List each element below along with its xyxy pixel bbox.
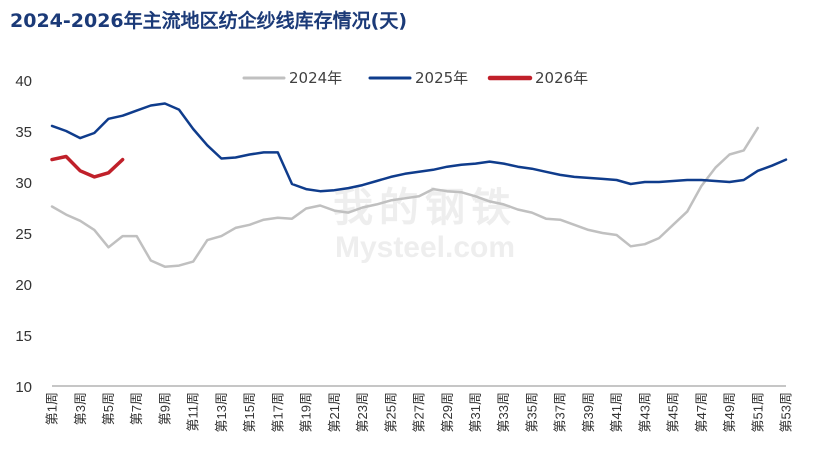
legend-label: 2025年 — [415, 69, 468, 87]
y-tick-label: 15 — [15, 328, 32, 345]
x-tick-label: 第29周 — [440, 392, 455, 432]
x-tick-label: 第23周 — [355, 392, 370, 432]
series-group — [50, 102, 788, 268]
x-tick-label: 第53周 — [779, 392, 794, 432]
x-tick-label: 第33周 — [496, 392, 511, 432]
x-tick-label: 第9周 — [157, 392, 172, 425]
x-tick-label: 第11周 — [186, 392, 201, 432]
x-tick-label: 第21周 — [327, 392, 342, 432]
x-tick-label: 第5周 — [101, 392, 116, 425]
series-line-2025年 — [50, 102, 788, 193]
x-tick-label: 第1周 — [45, 392, 60, 425]
y-axis: 10 15 20 25 30 35 40 — [15, 73, 32, 396]
x-tick-label: 第13周 — [214, 392, 229, 432]
x-tick-label: 第41周 — [609, 392, 624, 432]
legend-label: 2026年 — [535, 69, 588, 87]
x-tick-label: 第45周 — [666, 392, 681, 432]
y-tick-label: 35 — [15, 124, 32, 141]
x-tick-label: 第37周 — [553, 392, 568, 432]
x-tick-label: 第49周 — [722, 392, 737, 432]
x-tick-label: 第17周 — [270, 392, 285, 432]
x-tick-label: 第35周 — [524, 392, 539, 432]
y-tick-label: 20 — [15, 277, 32, 294]
x-tick-label: 第15周 — [242, 392, 257, 432]
x-tick-label: 第7周 — [129, 392, 144, 425]
x-tick-label: 第31周 — [468, 392, 483, 432]
x-tick-label: 第51周 — [750, 392, 765, 432]
x-tick-label: 第47周 — [694, 392, 709, 432]
x-tick-label: 第25周 — [383, 392, 398, 432]
series-line-2024年 — [50, 126, 760, 268]
x-tick-label: 第39周 — [581, 392, 596, 432]
x-tick-label: 第27周 — [412, 392, 427, 432]
x-tick-label: 第43周 — [637, 392, 652, 432]
x-tick-label: 第3周 — [73, 392, 88, 425]
y-tick-label: 30 — [15, 175, 32, 192]
legend-label: 2024年 — [289, 69, 342, 87]
legend: 2024年 2025年 2026年 — [242, 69, 588, 87]
chart-title: 2024-2026年主流地区纺企纱线库存情况(天) — [10, 10, 408, 32]
x-axis: 第1周 第3周 第5周 第7周 第9周 第11周 第13周 第15周 第17周 第19周 第21周第… — [45, 392, 794, 432]
y-tick-label: 40 — [15, 73, 32, 90]
y-tick-label: 25 — [15, 226, 32, 243]
x-tick-label: 第19周 — [299, 392, 314, 432]
series-line-2026年 — [50, 154, 125, 179]
y-tick-label: 10 — [15, 379, 32, 396]
watermark-english: Mysteel.com — [334, 231, 516, 264]
